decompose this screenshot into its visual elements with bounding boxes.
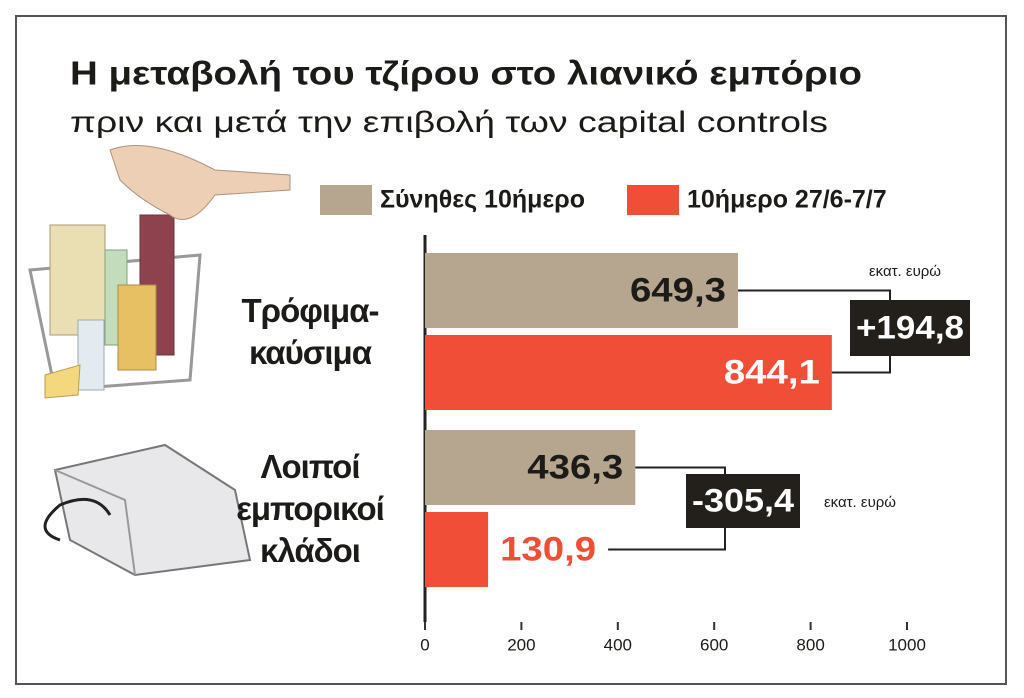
x-tick-label: 200 <box>507 635 535 654</box>
chart-title: Η μεταβολή του τζίρου στο λιανικό εμπόρι… <box>70 55 862 92</box>
legend-swatch <box>627 185 679 215</box>
bar <box>425 253 738 328</box>
annotation-value: +194,8 <box>856 309 964 345</box>
bar <box>425 335 832 410</box>
x-tick-label: 600 <box>700 635 728 654</box>
basket-illustration <box>28 145 291 399</box>
x-tick-label: 800 <box>796 635 824 654</box>
annotation-unit: εκατ. ευρώ <box>869 263 941 280</box>
x-tick-label: 400 <box>604 635 632 654</box>
category-label: Τρόφιμα-καύσιμα <box>241 291 380 371</box>
x-tick-label: 1000 <box>888 635 926 654</box>
legend-label: Σύνηθες 10ήμερο <box>380 186 585 214</box>
x-tick-label: 0 <box>420 635 429 654</box>
bar <box>425 512 489 587</box>
bar <box>425 430 636 505</box>
annotation-box <box>686 474 800 528</box>
annotation-unit: εκατ. ευρώ <box>824 494 896 511</box>
value-label: 844,1 <box>724 353 820 391</box>
value-label: 436,3 <box>527 448 623 486</box>
value-label: 649,3 <box>630 271 726 309</box>
legend-label: 10ήμερο 27/6-7/7 <box>687 186 887 214</box>
annotation-value: -305,4 <box>692 482 794 518</box>
annotation-box <box>850 300 970 356</box>
legend-swatch <box>320 185 372 215</box>
bag-illustration <box>43 443 252 577</box>
value-label: 130,9 <box>500 530 596 568</box>
category-label: Λοιποί εμπορικοί κλάδοι <box>236 447 385 569</box>
chart-subtitle: πριν και μετά την επιβολή των capital co… <box>70 106 828 139</box>
